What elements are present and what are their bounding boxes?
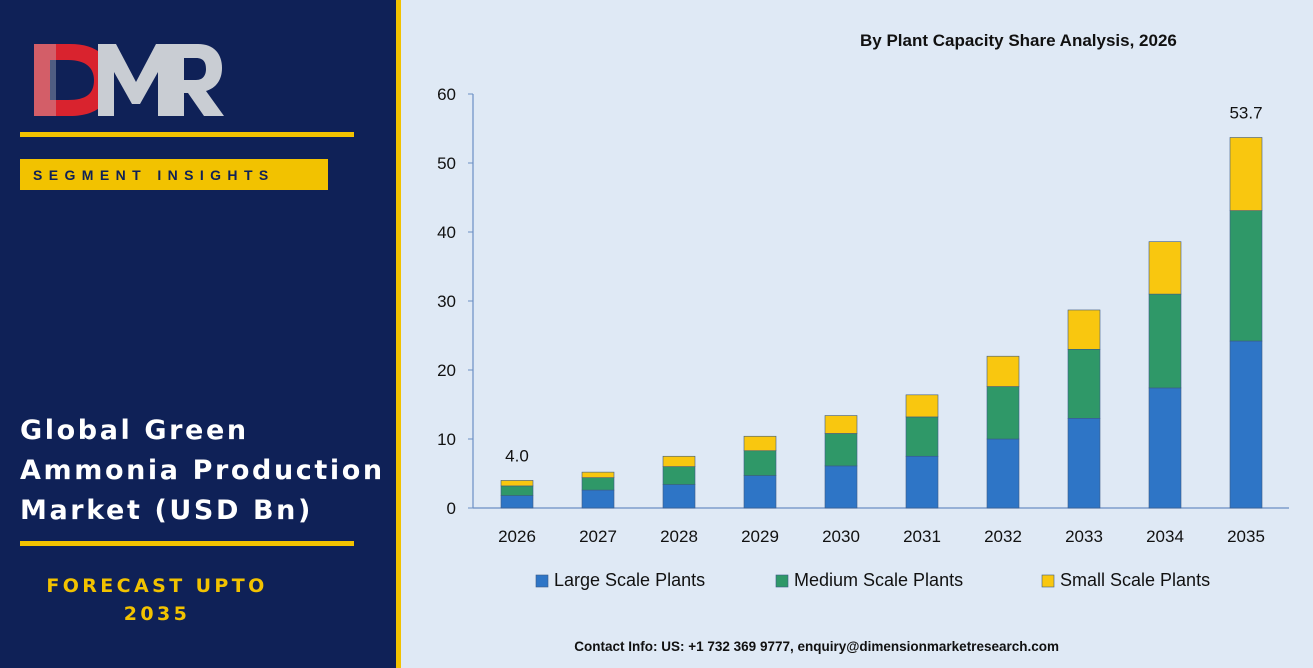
x-tick-label: 2030 — [822, 527, 860, 546]
bar-segment-small-scale-plants — [662, 455, 696, 467]
bar-segment-large-scale-plants — [1067, 417, 1101, 509]
bar-segment-medium-scale-plants — [743, 450, 777, 476]
y-tick-label: 50 — [437, 154, 456, 173]
x-tick-label: 2028 — [660, 527, 698, 546]
bar-segment-large-scale-plants — [500, 495, 534, 509]
bar-segment-medium-scale-plants — [1067, 348, 1101, 419]
forecast-label: FORECAST UPTO 2035 — [0, 572, 314, 628]
bar-segment-medium-scale-plants — [662, 466, 696, 485]
logo-letter-r — [168, 44, 224, 116]
y-tick-label: 30 — [437, 292, 456, 311]
y-tick-label: 40 — [437, 223, 456, 242]
logo-letter-d — [34, 44, 112, 116]
bar-segment-small-scale-plants — [581, 471, 615, 478]
x-tick-label: 2034 — [1146, 527, 1184, 546]
legend-swatch — [535, 574, 549, 588]
x-tick-label: 2026 — [498, 527, 536, 546]
bar-segment-large-scale-plants — [581, 489, 615, 509]
legend-swatch — [775, 574, 789, 588]
segment-insights-label: SEGMENT INSIGHTS — [33, 166, 275, 183]
bar-segment-large-scale-plants — [1148, 387, 1182, 509]
bar-segment-medium-scale-plants — [1148, 293, 1182, 389]
bar-segment-small-scale-plants — [905, 394, 939, 418]
y-tick-label: 20 — [437, 361, 456, 380]
bar-segment-small-scale-plants — [1067, 309, 1101, 350]
x-tick-label: 2029 — [741, 527, 779, 546]
x-tick-label: 2032 — [984, 527, 1022, 546]
x-tick-label: 2035 — [1227, 527, 1265, 546]
segment-insights-badge: SEGMENT INSIGHTS — [20, 159, 328, 190]
market-title-line-2: Ammonia Production — [20, 455, 385, 486]
bar-segment-large-scale-plants — [1229, 340, 1263, 509]
bar-segment-medium-scale-plants — [905, 416, 939, 457]
logo-underline — [20, 132, 354, 137]
bar-segment-small-scale-plants — [1148, 241, 1182, 295]
bar-segment-small-scale-plants — [500, 480, 534, 487]
legend-swatch — [1041, 574, 1055, 588]
data-label: 53.7 — [1229, 103, 1262, 122]
bar-segment-small-scale-plants — [743, 435, 777, 452]
legend-label: Medium Scale Plants — [794, 570, 963, 590]
logo-letter-m — [98, 44, 174, 116]
bar-segment-large-scale-plants — [986, 438, 1020, 509]
chart-title: By Plant Capacity Share Analysis, 2026 — [860, 31, 1177, 50]
forecast-line-1: FORECAST UPTO — [46, 575, 268, 597]
bar-segment-medium-scale-plants — [824, 433, 858, 467]
bar-segment-medium-scale-plants — [500, 485, 534, 496]
bar-segment-large-scale-plants — [905, 455, 939, 509]
dmr-logo — [34, 44, 224, 116]
bar-segment-medium-scale-plants — [1229, 210, 1263, 342]
x-tick-label: 2033 — [1065, 527, 1103, 546]
y-tick-label: 10 — [437, 430, 456, 449]
bar-segment-medium-scale-plants — [581, 477, 615, 491]
bar-segment-large-scale-plants — [662, 484, 696, 509]
market-title: Global Green Ammonia Production Market (… — [20, 411, 392, 531]
data-label: 4.0 — [505, 446, 529, 465]
bar-segment-medium-scale-plants — [986, 386, 1020, 440]
market-title-line-1: Global Green — [20, 415, 249, 446]
x-tick-label: 2031 — [903, 527, 941, 546]
bar-segment-large-scale-plants — [743, 475, 777, 509]
y-tick-label: 60 — [437, 85, 456, 104]
market-title-underline — [20, 541, 354, 546]
bar-segment-small-scale-plants — [986, 355, 1020, 387]
bar-segment-small-scale-plants — [1229, 137, 1263, 211]
contact-info: Contact Info: US: +1 732 369 9777, enqui… — [574, 639, 1059, 654]
bar-segment-small-scale-plants — [824, 415, 858, 434]
y-tick-label: 0 — [447, 499, 456, 518]
gold-divider — [396, 0, 401, 668]
legend-label: Small Scale Plants — [1060, 570, 1210, 590]
x-tick-label: 2027 — [579, 527, 617, 546]
market-title-line-3: Market (USD Bn) — [20, 495, 313, 526]
forecast-line-2: 2035 — [123, 603, 191, 625]
bar-segment-large-scale-plants — [824, 465, 858, 509]
legend-label: Large Scale Plants — [554, 570, 705, 590]
